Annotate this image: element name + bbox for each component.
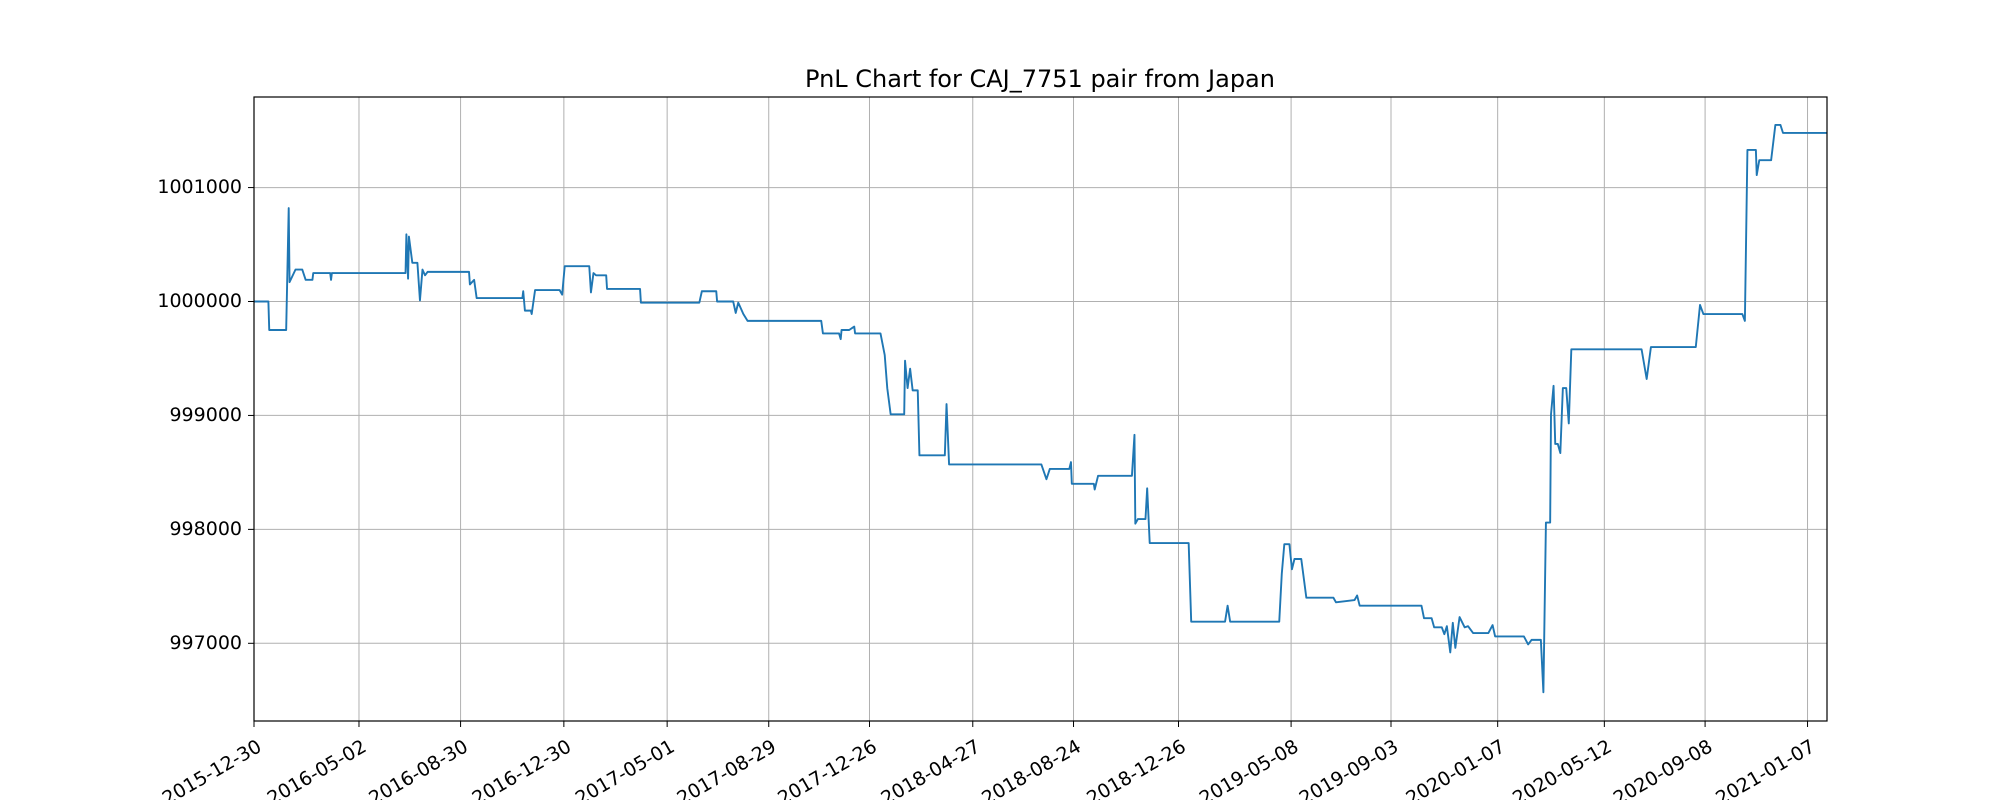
y-tick-label: 999000: [169, 404, 242, 426]
x-tick-label: 2017-05-01: [572, 736, 679, 800]
x-tick-label: 2021-01-07: [1712, 736, 1819, 800]
y-tick-label: 997000: [169, 632, 242, 654]
x-tick-label: 2018-04-27: [877, 736, 984, 800]
x-tick-label: 2019-09-03: [1296, 736, 1403, 800]
line: [254, 123, 1827, 694]
x-tick-label: 2017-12-26: [774, 736, 881, 800]
x-tick-label: 2015-12-30: [159, 736, 266, 800]
x-tick-label: 2016-12-30: [469, 736, 576, 800]
x-tick-label: 2018-08-24: [978, 736, 1085, 800]
x-tick-label: 2018-12-26: [1083, 736, 1190, 800]
x-tick-label: 2016-08-30: [365, 736, 472, 800]
x-tick-label: 2020-05-12: [1509, 736, 1616, 800]
x-tick-label: 2016-05-02: [264, 736, 371, 800]
y-tick-label: 1000000: [157, 290, 242, 312]
plot-frame: [253, 96, 1828, 722]
x-tick-label: 2020-09-08: [1610, 736, 1717, 800]
x-tick-label: 2017-08-29: [673, 736, 780, 800]
x-tick-label: 2019-05-08: [1196, 736, 1303, 800]
chart-title: PnL Chart for CAJ_7751 pair from Japan: [805, 65, 1275, 93]
x-tick-label: 2020-01-07: [1402, 736, 1509, 800]
y-tick-label: 1001000: [157, 176, 242, 198]
y-tick-label: 998000: [169, 518, 242, 540]
